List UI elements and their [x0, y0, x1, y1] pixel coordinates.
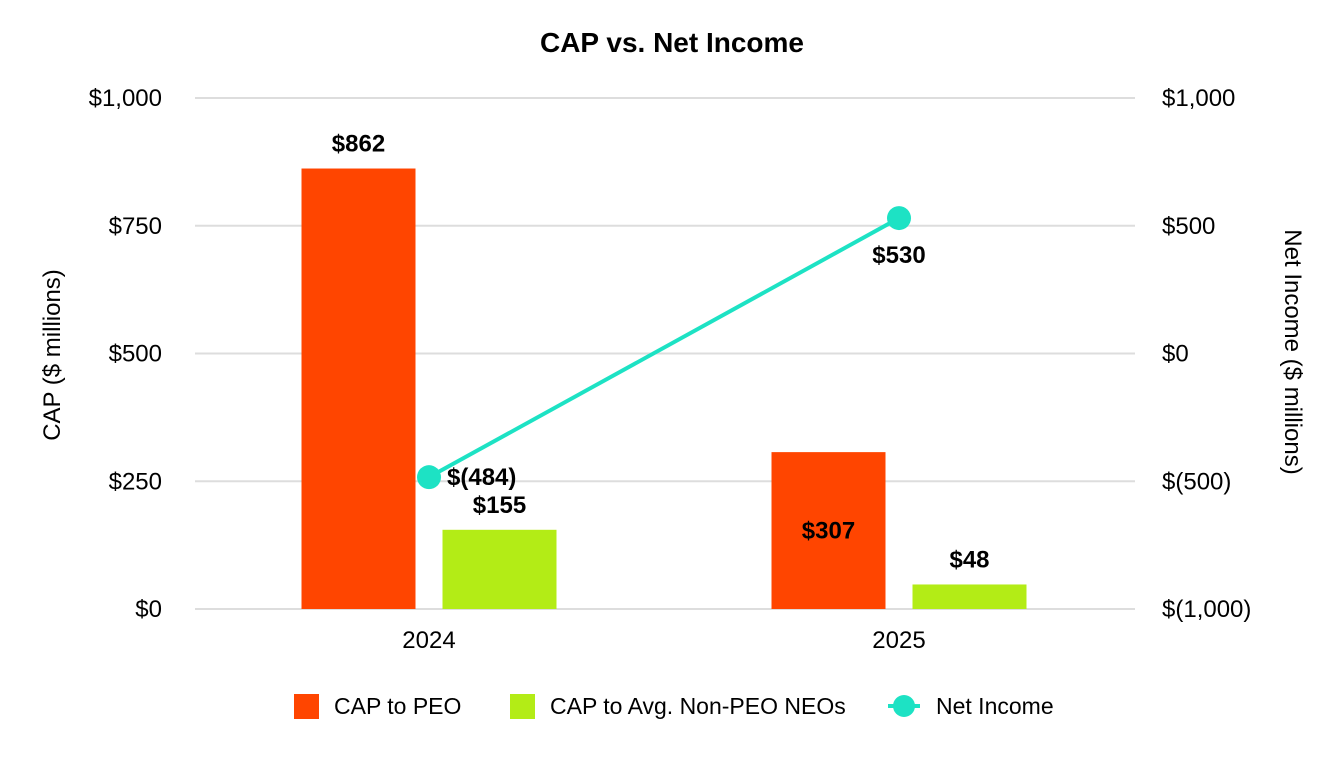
line-data-label: $(484): [447, 464, 516, 491]
bar-data-label: $862: [332, 131, 385, 158]
y2-axis-label: Net Income ($ millions): [1279, 229, 1306, 474]
y-tick-label: $750: [109, 213, 162, 240]
legend-label: CAP to Avg. Non-PEO NEOs: [550, 693, 846, 719]
y-tick-label: $0: [135, 596, 162, 623]
y2-tick-label: $1,000: [1162, 85, 1235, 112]
y2-tick-label: $0: [1162, 341, 1189, 368]
legend-swatch: [510, 694, 535, 719]
y2-tick-label: $(1,000): [1162, 596, 1251, 623]
y2-tick-label: $(500): [1162, 468, 1231, 495]
legend-label: Net Income: [936, 693, 1054, 719]
y-tick-label: $500: [109, 341, 162, 368]
y-tick-label: $1,000: [89, 85, 162, 112]
bar: [301, 168, 416, 609]
line-point: [887, 206, 911, 231]
x-tick-label: 2025: [872, 627, 925, 654]
line-series-path: [428, 216, 900, 479]
bar-data-label: $307: [802, 518, 855, 545]
bar-data-label: $155: [473, 492, 526, 519]
legend-marker: [893, 695, 915, 717]
bar-data-label: $48: [949, 546, 989, 573]
bar: [442, 529, 557, 609]
legend-label: CAP to PEO: [334, 693, 461, 719]
y-axis-label: CAP ($ millions): [39, 269, 66, 441]
line-data-label: $530: [872, 242, 925, 269]
y2-tick-label: $500: [1162, 213, 1215, 240]
y-tick-label: $250: [109, 468, 162, 495]
legend-swatch: [294, 694, 319, 719]
chart-title: CAP vs. Net Income: [540, 27, 804, 58]
bar: [771, 452, 886, 609]
bar: [912, 584, 1027, 609]
x-tick-label: 2024: [402, 627, 455, 654]
line-point: [417, 465, 441, 490]
